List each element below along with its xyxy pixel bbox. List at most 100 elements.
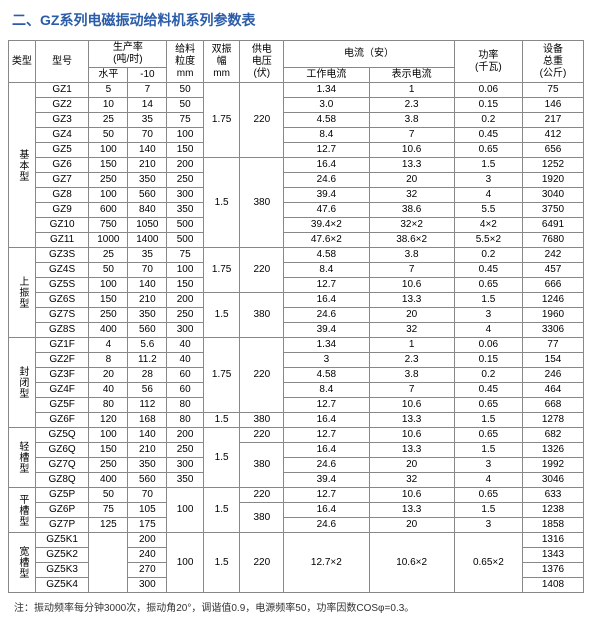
hdr-cap-10: -10 (128, 68, 167, 83)
cell: 25 (89, 248, 128, 263)
cell: 4 (454, 473, 522, 488)
cell: 112 (128, 398, 167, 413)
cell: 10.6×2 (369, 533, 454, 593)
cell: 200 (167, 428, 204, 443)
cell: 40 (89, 383, 128, 398)
cell: 1858 (522, 518, 583, 533)
cell: 13.3 (369, 158, 454, 173)
cell: 1.75 (203, 248, 240, 293)
cell: GZ4 (35, 128, 89, 143)
cell: 250 (89, 458, 128, 473)
cell: 150 (89, 158, 128, 173)
cell: 3.8 (369, 368, 454, 383)
cell: 1400 (128, 233, 167, 248)
cell: 60 (167, 383, 204, 398)
cell: 0.65 (454, 428, 522, 443)
cell: 500 (167, 218, 204, 233)
cell: 70 (128, 128, 167, 143)
cell: GZ11 (35, 233, 89, 248)
cell: GZ8S (35, 323, 89, 338)
cell: GZ7Q (35, 458, 89, 473)
cell: 24.6 (284, 458, 369, 473)
cell: 50 (167, 98, 204, 113)
cell: GZ4F (35, 383, 89, 398)
cell: 0.45 (454, 128, 522, 143)
cell: 1 (369, 338, 454, 353)
cell: 12.7 (284, 278, 369, 293)
cell: 300 (167, 458, 204, 473)
cell: GZ6Q (35, 443, 89, 458)
cell: 200 (167, 158, 204, 173)
cell: 1.75 (203, 83, 240, 158)
hdr-amp: 双振 幅 mm (203, 41, 240, 83)
cell: 220 (240, 83, 284, 158)
cell: 200 (128, 533, 167, 548)
cell: 175 (128, 518, 167, 533)
cell: 200 (167, 293, 204, 308)
hdr-cur: 电流（安） (284, 41, 455, 68)
cell: 1326 (522, 443, 583, 458)
cell: 38.6 (369, 203, 454, 218)
cell: 4 (454, 188, 522, 203)
cell: 3.0 (284, 98, 369, 113)
cell: 668 (522, 398, 583, 413)
cell: 0.15 (454, 353, 522, 368)
cell: 154 (522, 353, 583, 368)
cell: 5 (89, 83, 128, 98)
cell: 1238 (522, 503, 583, 518)
cell: 50 (89, 128, 128, 143)
cell: GZ5K3 (35, 563, 89, 578)
cell: 75 (167, 248, 204, 263)
cell: 5.6 (128, 338, 167, 353)
cell: 24.6 (284, 308, 369, 323)
cell: 656 (522, 143, 583, 158)
cell: 246 (522, 368, 583, 383)
cell: 3 (284, 353, 369, 368)
cell: 300 (167, 188, 204, 203)
cell: 70 (128, 488, 167, 503)
cell: 16.4 (284, 413, 369, 428)
cell: 1.34 (284, 338, 369, 353)
cell: 1.75 (203, 338, 240, 413)
cell: GZ8Q (35, 473, 89, 488)
cell: 8.4 (284, 383, 369, 398)
cell: 39.4×2 (284, 218, 369, 233)
cell: 20 (89, 368, 128, 383)
cell: 50 (89, 488, 128, 503)
cell: 80 (89, 398, 128, 413)
cell: 220 (240, 248, 284, 293)
cell: 1000 (89, 233, 128, 248)
cell: 0.2 (454, 368, 522, 383)
cell: GZ6F (35, 413, 89, 428)
cell (89, 533, 128, 593)
cell: 1992 (522, 458, 583, 473)
cell: 1.5 (454, 158, 522, 173)
cell: 4×2 (454, 218, 522, 233)
cell: 633 (522, 488, 583, 503)
cell: 350 (128, 308, 167, 323)
cell: GZ10 (35, 218, 89, 233)
cell: 20 (369, 308, 454, 323)
cell: GZ3F (35, 368, 89, 383)
cell: 217 (522, 113, 583, 128)
cell: GZ1F (35, 338, 89, 353)
cell: 16.4 (284, 503, 369, 518)
cell: 150 (167, 143, 204, 158)
cell: 4.58 (284, 113, 369, 128)
cell: 24.6 (284, 173, 369, 188)
cell: 560 (128, 323, 167, 338)
cell: GZ2 (35, 98, 89, 113)
cell: 100 (167, 533, 204, 593)
cell: 250 (89, 308, 128, 323)
cell: 20 (369, 173, 454, 188)
cat-closed: 封闭型 (9, 338, 36, 428)
cell: 300 (128, 578, 167, 593)
cell: 1408 (522, 578, 583, 593)
cell: 242 (522, 248, 583, 263)
cell: 7680 (522, 233, 583, 248)
cell: 12.7 (284, 488, 369, 503)
table-title: 二、GZ系列电磁振动给料机系列参数表 (8, 10, 584, 30)
cell: 40 (167, 338, 204, 353)
cell: 10.6 (369, 278, 454, 293)
cell: 750 (89, 218, 128, 233)
